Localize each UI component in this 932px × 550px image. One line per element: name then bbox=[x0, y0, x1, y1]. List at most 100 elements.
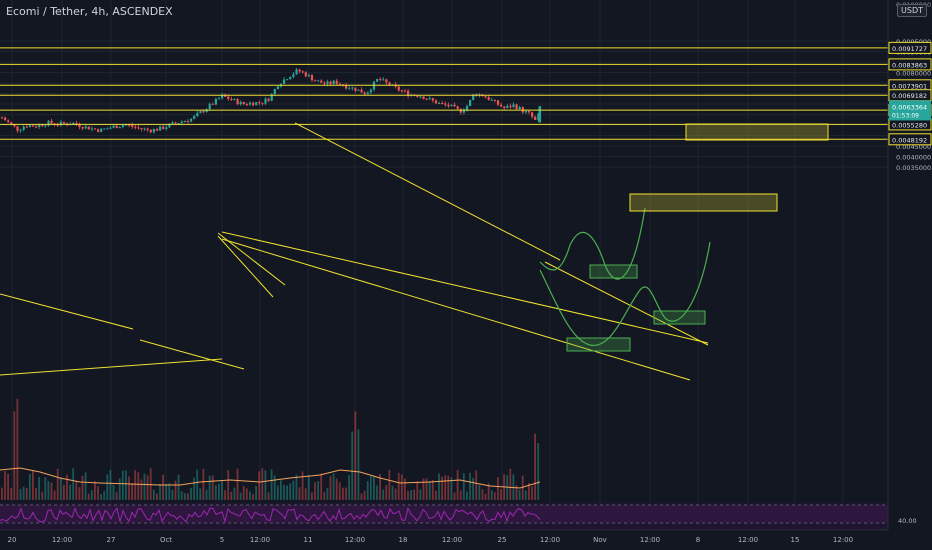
candle-body bbox=[397, 86, 400, 91]
candle-body bbox=[31, 125, 35, 127]
currency-button[interactable]: USDT bbox=[897, 4, 927, 17]
candle-body bbox=[531, 112, 534, 117]
volume-bar bbox=[100, 493, 102, 500]
candle-body bbox=[221, 94, 224, 99]
volume-bar bbox=[304, 488, 307, 500]
level-price-label: 0.0069182 bbox=[892, 92, 927, 100]
trend-line bbox=[139, 339, 245, 370]
level-price-tag bbox=[888, 58, 932, 71]
volume-bar bbox=[295, 474, 298, 500]
candle-body bbox=[10, 122, 13, 125]
candle-body bbox=[289, 77, 292, 80]
volume-bar bbox=[524, 490, 527, 500]
candle-body bbox=[493, 99, 496, 101]
volume-bar bbox=[323, 491, 326, 500]
volume-bar bbox=[177, 474, 180, 500]
candle-body bbox=[469, 99, 472, 106]
level-price-label: 0.0073901 bbox=[892, 82, 927, 90]
candle-body bbox=[47, 120, 50, 126]
candle-body bbox=[236, 99, 239, 105]
volume-bar bbox=[404, 478, 406, 500]
volume-bar bbox=[320, 473, 323, 500]
volume-bar bbox=[187, 493, 189, 500]
volume-bar bbox=[59, 477, 62, 500]
candle-body bbox=[382, 79, 385, 81]
volume-bar bbox=[354, 411, 357, 500]
time-tick-label: 11 bbox=[304, 536, 313, 544]
trend-line bbox=[544, 261, 709, 346]
volume-bar bbox=[218, 483, 220, 500]
candle-body bbox=[227, 96, 230, 99]
volume-bar bbox=[261, 468, 264, 500]
volume-bar bbox=[273, 475, 276, 500]
candle-body bbox=[335, 80, 338, 84]
symbol-title: Ecomi / Tether, 4h, ASCENDEX bbox=[6, 5, 173, 18]
candle-body bbox=[146, 128, 149, 130]
volume-bar bbox=[373, 476, 375, 500]
volume-bar bbox=[156, 493, 158, 500]
volume-bar bbox=[44, 477, 47, 500]
candle-body bbox=[403, 90, 407, 92]
volume-bar bbox=[509, 468, 512, 500]
time-tick-label: Nov bbox=[593, 536, 607, 544]
volume-bar bbox=[193, 477, 195, 500]
candle-body bbox=[431, 98, 434, 101]
trend-line bbox=[0, 293, 134, 330]
volume-bar bbox=[149, 468, 152, 500]
candle-body bbox=[100, 128, 103, 132]
candle-body bbox=[453, 104, 456, 107]
candle-body bbox=[174, 122, 177, 124]
candle-body bbox=[509, 105, 512, 108]
rsi-band bbox=[0, 505, 888, 523]
volume-bar bbox=[47, 481, 50, 500]
candle-body bbox=[438, 102, 441, 104]
volume-bar bbox=[292, 480, 295, 500]
rsi-line bbox=[0, 506, 541, 524]
candle-body bbox=[261, 102, 264, 104]
candle-body bbox=[298, 69, 301, 72]
volume-bar bbox=[407, 491, 409, 500]
volume-bar bbox=[242, 485, 245, 500]
volume-bar bbox=[363, 490, 366, 500]
candle-body bbox=[59, 121, 62, 125]
candle-body bbox=[484, 96, 487, 98]
candle-body bbox=[128, 124, 131, 126]
candle-body bbox=[264, 98, 267, 104]
volume-bar bbox=[422, 478, 425, 500]
volume-bar bbox=[394, 488, 397, 500]
volume-bar bbox=[258, 471, 261, 500]
candle-body bbox=[376, 78, 379, 82]
volume-bar bbox=[190, 487, 192, 500]
volume-bar bbox=[50, 482, 53, 500]
volume-bar bbox=[13, 411, 16, 500]
volume-bar bbox=[534, 433, 536, 500]
candle-body bbox=[317, 80, 320, 82]
volume-bar bbox=[298, 487, 301, 500]
volume-bar bbox=[400, 474, 403, 500]
volume-bar bbox=[143, 473, 146, 500]
trend-line bbox=[294, 122, 561, 261]
volume-bar bbox=[53, 490, 56, 500]
time-tick-label: 20 bbox=[8, 536, 17, 544]
volume-bar bbox=[317, 481, 319, 500]
volume-bar bbox=[97, 486, 99, 500]
time-tick-label: 12:00 bbox=[345, 536, 365, 544]
volume-bar bbox=[481, 489, 484, 500]
volume-bar bbox=[224, 490, 226, 500]
volume-bar bbox=[162, 474, 164, 500]
volume-bar bbox=[174, 480, 177, 500]
volume-bar bbox=[180, 491, 183, 500]
candle-body bbox=[230, 98, 233, 100]
candle-body bbox=[186, 121, 190, 123]
candle-body bbox=[115, 125, 118, 129]
candle-body bbox=[239, 102, 242, 105]
candle-body bbox=[131, 124, 134, 127]
volume-bar bbox=[81, 475, 84, 500]
candle-body bbox=[217, 98, 221, 100]
candle-body bbox=[168, 123, 171, 128]
time-tick-label: 5 bbox=[220, 536, 224, 544]
price-tick-label: 0.0080000 bbox=[896, 70, 931, 78]
volume-bar bbox=[484, 493, 487, 500]
